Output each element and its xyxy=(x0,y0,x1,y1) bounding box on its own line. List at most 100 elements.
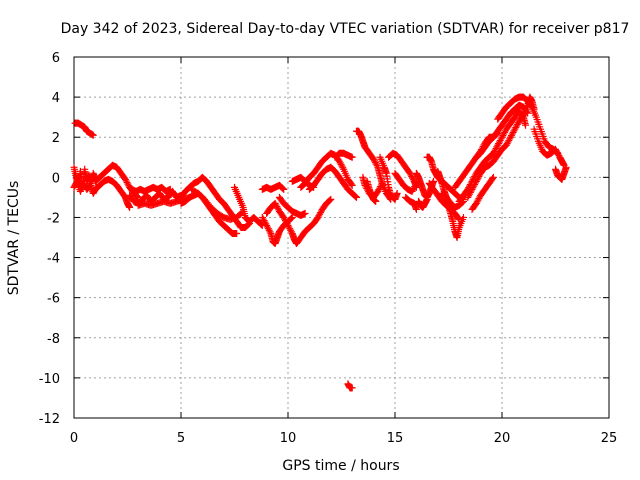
data-point xyxy=(375,186,383,194)
data-point xyxy=(554,150,562,158)
data-point xyxy=(260,217,268,225)
data-point xyxy=(121,175,129,183)
data-point xyxy=(499,132,507,140)
data-point xyxy=(301,209,309,217)
data-point xyxy=(233,229,241,237)
data-point xyxy=(477,146,485,154)
data-point xyxy=(506,135,514,143)
data-point xyxy=(471,179,479,187)
data-point xyxy=(479,142,487,150)
data-point xyxy=(423,195,431,203)
data-point xyxy=(409,174,417,182)
data-point xyxy=(287,214,295,222)
data-point xyxy=(86,181,94,189)
data-point xyxy=(489,175,497,183)
data-point xyxy=(474,196,482,204)
data-point xyxy=(498,133,506,141)
data-point xyxy=(259,215,267,223)
data-point xyxy=(352,193,360,201)
y-tick-label: 2 xyxy=(52,131,60,146)
data-point xyxy=(497,135,505,143)
data-point xyxy=(465,190,473,198)
y-tick-label: 6 xyxy=(52,51,60,66)
chart-title: Day 342 of 2023, Sidereal Day-to-day VTE… xyxy=(61,21,630,37)
data-point xyxy=(495,140,503,148)
data-point xyxy=(376,183,384,191)
data-point xyxy=(511,125,519,133)
data-point xyxy=(325,197,333,205)
data-point xyxy=(274,204,282,212)
y-tick-label: -12 xyxy=(39,412,60,427)
data-point xyxy=(513,122,521,130)
data-point xyxy=(122,177,130,185)
data-point xyxy=(507,132,515,140)
data-point xyxy=(281,215,289,223)
data-point xyxy=(552,147,560,155)
data-point xyxy=(272,201,280,209)
data-point xyxy=(374,187,382,195)
data-point xyxy=(339,164,347,172)
data-point xyxy=(314,213,322,221)
data-point xyxy=(501,128,509,136)
data-point xyxy=(278,184,286,192)
data-point xyxy=(475,195,483,203)
y-tick-label: 0 xyxy=(52,171,60,186)
data-point xyxy=(464,193,472,201)
data-point xyxy=(459,213,467,221)
data-point xyxy=(286,225,294,233)
y-tick-label: -2 xyxy=(47,211,60,226)
data-point xyxy=(263,223,271,231)
data-point xyxy=(372,197,380,205)
data-point xyxy=(410,184,418,192)
data-point xyxy=(562,163,570,171)
data-point xyxy=(493,143,501,151)
data-point xyxy=(279,185,287,193)
x-tick-label: 25 xyxy=(601,431,618,446)
data-point xyxy=(378,179,386,187)
x-axis-label: GPS time / hours xyxy=(282,458,399,474)
data-point xyxy=(478,144,486,152)
data-point xyxy=(504,138,512,146)
data-point xyxy=(510,127,518,135)
y-tick-label: -6 xyxy=(47,292,60,307)
data-point xyxy=(126,203,134,211)
data-point xyxy=(475,173,483,181)
data-points xyxy=(70,93,570,392)
data-point xyxy=(552,145,559,153)
y-tick-label: -10 xyxy=(39,372,60,387)
data-point xyxy=(124,180,132,188)
data-point xyxy=(317,209,325,217)
data-point xyxy=(258,213,266,221)
data-point xyxy=(507,133,515,141)
data-point xyxy=(281,217,289,225)
data-point xyxy=(261,218,269,226)
data-point xyxy=(473,198,481,206)
data-point xyxy=(282,218,290,226)
data-point xyxy=(493,130,501,138)
data-point xyxy=(502,141,510,149)
data-point xyxy=(503,140,511,148)
data-point xyxy=(348,384,356,392)
data-point xyxy=(411,183,419,191)
data-point xyxy=(489,173,497,181)
data-point xyxy=(406,169,414,177)
data-point xyxy=(492,144,500,152)
plot-frame xyxy=(73,56,610,419)
data-point xyxy=(469,184,477,192)
data-point xyxy=(327,195,335,203)
data-point xyxy=(519,112,527,120)
data-point xyxy=(407,171,415,179)
x-tick-label: 20 xyxy=(494,431,511,446)
data-point xyxy=(336,159,344,167)
data-point xyxy=(489,149,497,157)
data-point xyxy=(262,220,270,228)
data-point xyxy=(409,186,417,194)
data-point xyxy=(408,187,416,195)
data-point xyxy=(370,157,378,165)
data-point xyxy=(273,203,281,211)
data-point xyxy=(467,187,475,195)
data-point xyxy=(284,221,292,229)
data-point xyxy=(348,153,356,161)
data-point xyxy=(123,179,131,187)
data-point xyxy=(500,130,508,138)
